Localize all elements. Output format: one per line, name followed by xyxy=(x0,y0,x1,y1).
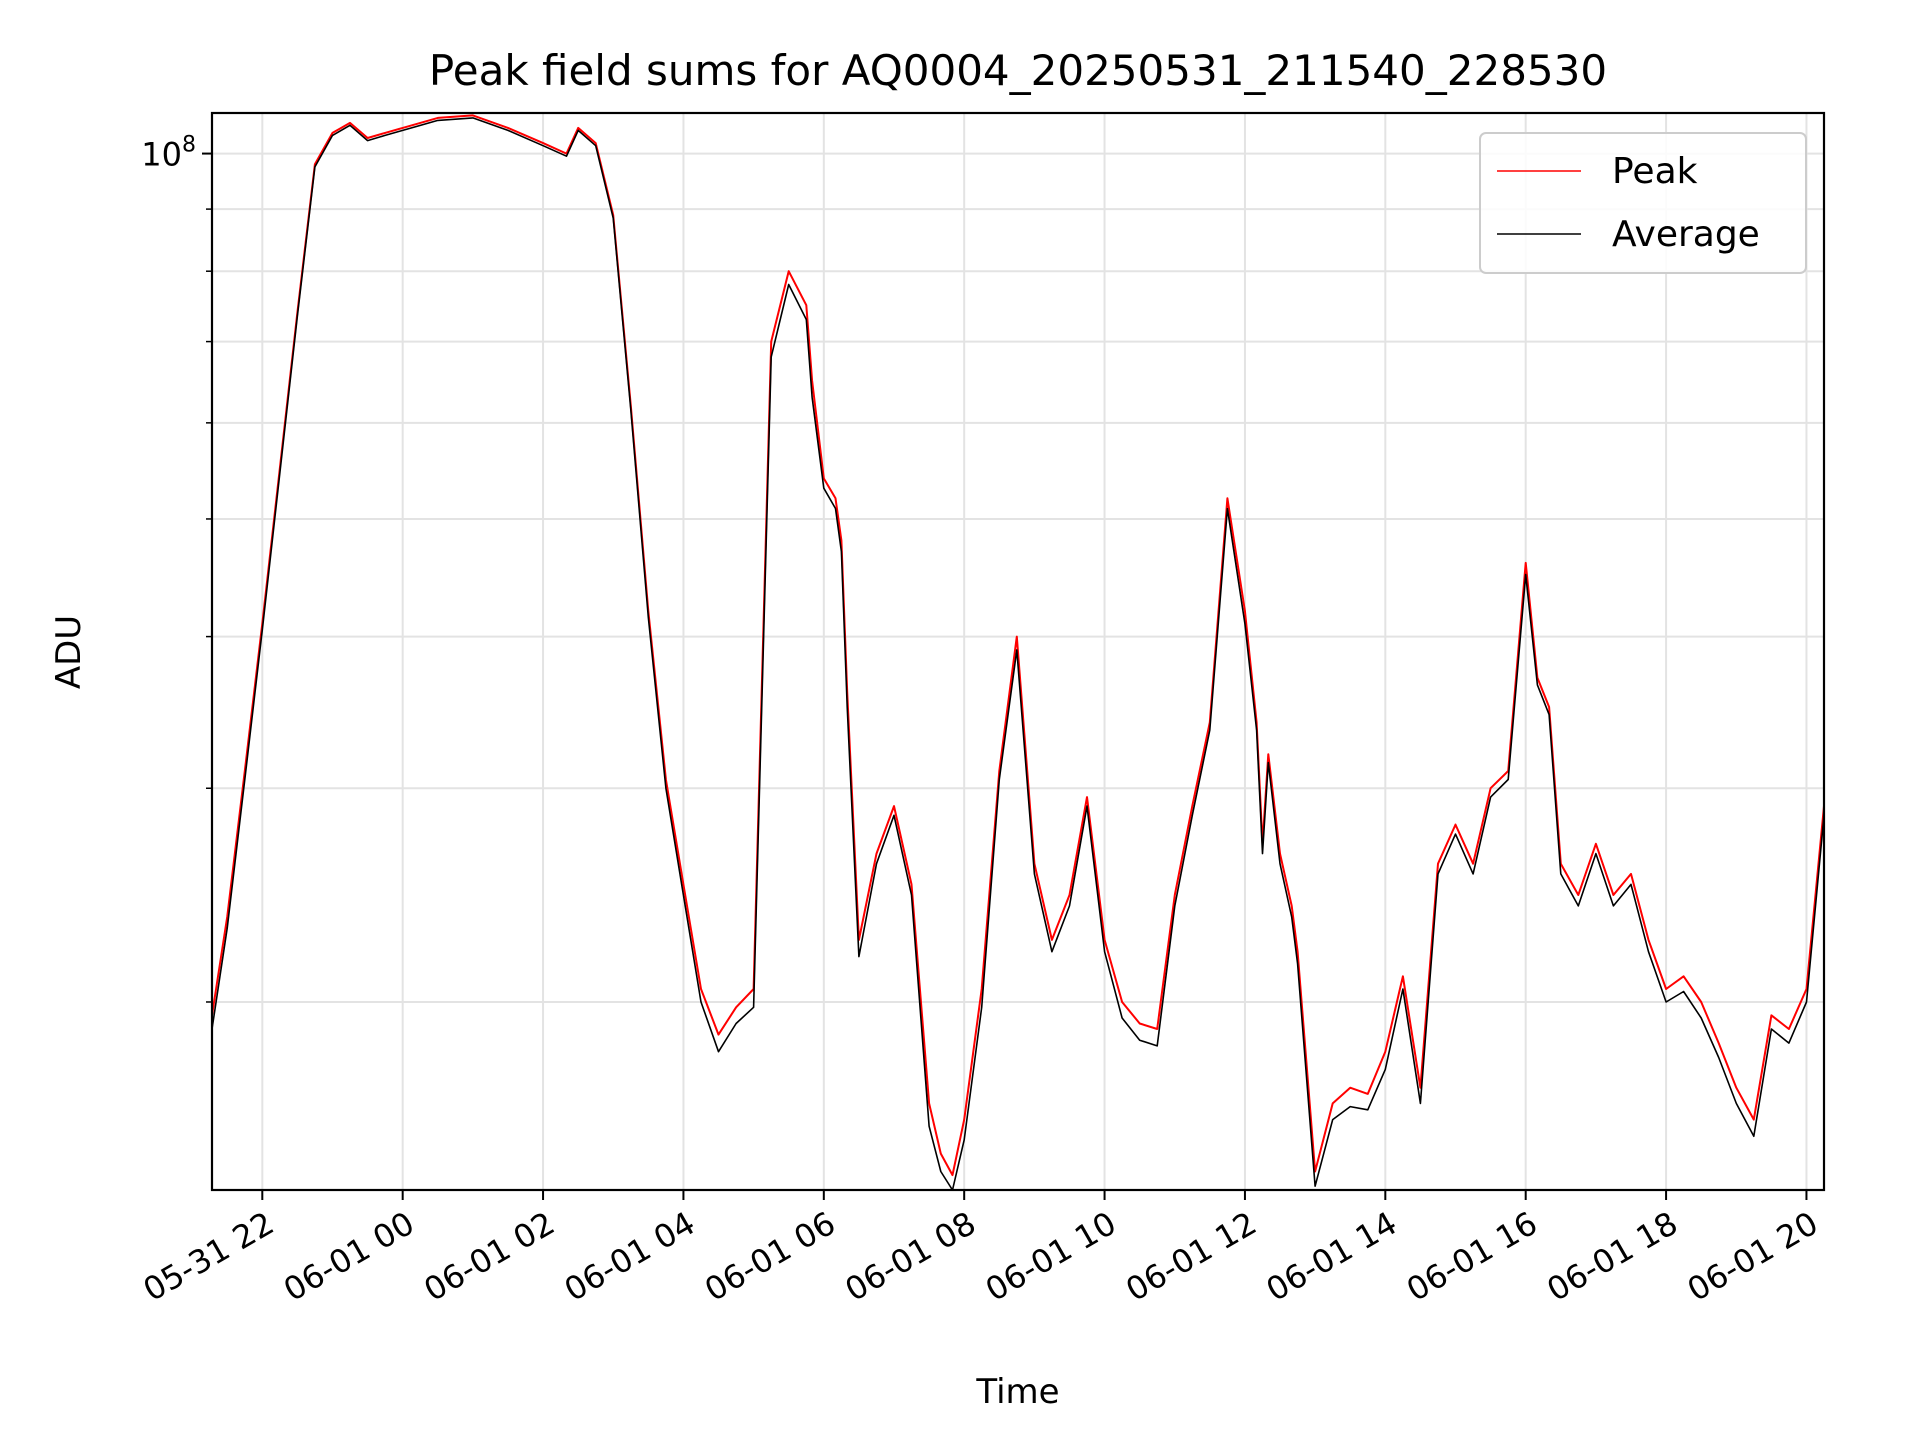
legend-label-peak: Peak xyxy=(1612,151,1698,192)
y-tick-label: 108 xyxy=(141,133,196,174)
x-axis-label: Time xyxy=(975,1372,1059,1412)
y-axis-label: ADU xyxy=(49,615,89,689)
chart-title: Peak field sums for AQ0004_20250531_2115… xyxy=(429,46,1607,95)
legend: Peak Average xyxy=(1479,132,1807,274)
series-line-peak xyxy=(212,114,1824,1177)
plot-frame xyxy=(210,111,1826,1192)
plot-lines xyxy=(212,114,1824,1190)
legend-label-average: Average xyxy=(1612,214,1760,255)
legend-box xyxy=(1479,132,1807,274)
series-line-average xyxy=(212,117,1824,1190)
